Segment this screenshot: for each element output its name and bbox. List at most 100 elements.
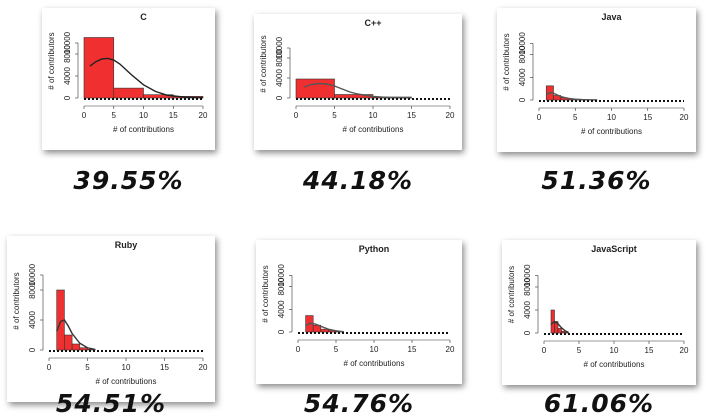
x-tick-label: 0: [47, 363, 52, 372]
density-curve: [305, 322, 344, 333]
chart-panel: JavaScript # of contributions # of contrib…: [502, 240, 696, 385]
x-tick-label: 5: [334, 345, 339, 354]
y-axis-label: # of contributors: [259, 35, 268, 92]
y-tick-label: 4000: [63, 67, 72, 85]
chart-title: JavaScript: [591, 244, 637, 254]
x-tick-label: 10: [122, 363, 131, 372]
x-tick-label: 5: [112, 111, 117, 120]
percentage: 61.06%: [543, 389, 655, 418]
y-tick-label: 4000: [28, 311, 37, 329]
x-tick-label: 10: [370, 345, 379, 354]
percentage: 39.55%: [73, 166, 184, 195]
chart-panel: Java # of contributions # of contributors 0…: [497, 8, 696, 152]
x-tick-label: 20: [680, 346, 689, 355]
y-tick-label: 8000: [518, 45, 527, 63]
bar: [64, 334, 73, 351]
y-tick-label: 4000: [523, 301, 532, 319]
y-tick-label: 10000: [28, 263, 37, 286]
y-tick-label: 8000: [275, 49, 284, 67]
x-tick-label: 20: [446, 111, 455, 120]
x-tick-label: 10: [139, 111, 148, 120]
x-tick-label: 15: [645, 346, 654, 355]
bar: [71, 343, 81, 351]
y-tick-label: 10000: [63, 31, 72, 54]
chart-title: Python: [359, 244, 390, 254]
chart-title: Java: [601, 12, 622, 22]
x-tick-label: 15: [643, 113, 652, 122]
x-tick-label: 10: [607, 113, 616, 122]
percentage: 54.51%: [55, 389, 167, 418]
y-tick-label: 0: [63, 95, 72, 100]
chart-title: C: [140, 12, 147, 22]
density-curve: [550, 320, 569, 334]
y-tick-label: 4000: [518, 68, 527, 86]
x-tick-label: 15: [160, 363, 169, 372]
x-tick-label: 15: [408, 345, 417, 354]
y-tick-label: 8000: [63, 45, 72, 63]
x-tick-label: 20: [199, 363, 208, 372]
bar: [564, 332, 569, 334]
x-tick-label: 20: [680, 113, 689, 122]
bar: [561, 330, 566, 334]
y-tick-label: 4000: [277, 300, 286, 318]
y-axis-label: # of contributors: [12, 272, 21, 329]
x-axis-label: # of contributions: [113, 125, 174, 134]
x-tick-label: 0: [542, 346, 547, 355]
chart-panel: Python # of contributions # of contributor…: [256, 240, 462, 384]
y-tick-label: 8000: [277, 277, 286, 295]
bar: [113, 87, 144, 99]
percentage: 44.18%: [302, 166, 414, 195]
y-axis-label: # of contributors: [507, 266, 516, 323]
y-tick-label: 10000: [518, 32, 527, 55]
bar: [79, 347, 88, 351]
x-tick-label: 15: [407, 111, 416, 120]
x-tick-label: 15: [169, 111, 178, 120]
chart-title: Ruby: [115, 240, 138, 250]
bar: [295, 78, 335, 99]
y-tick-label: 4000: [275, 69, 284, 87]
x-tick-label: 0: [296, 345, 301, 354]
x-axis-label: # of contributions: [581, 127, 642, 136]
x-tick-label: 0: [82, 111, 87, 120]
chart-panel: C++ # of contributions # of contributors 0 5…: [254, 14, 462, 150]
x-tick-label: 5: [573, 113, 578, 122]
x-tick-label: 0: [294, 111, 299, 120]
bar: [320, 328, 329, 333]
y-axis-label: # of contributors: [502, 33, 511, 90]
y-axis-label: # of contributors: [47, 32, 56, 89]
y-tick-label: 8000: [523, 278, 532, 296]
x-axis-label: # of contributions: [584, 360, 645, 369]
x-tick-label: 10: [369, 111, 378, 120]
percentage: 54.76%: [303, 389, 415, 418]
density-curve: [303, 82, 412, 99]
density-curve: [56, 319, 96, 351]
y-tick-label: 10000: [275, 36, 284, 59]
x-tick-label: 20: [446, 345, 455, 354]
percentage: 51.36%: [541, 166, 652, 195]
chart-panel: C # of contributions # of contributors 0 5 10…: [42, 8, 215, 150]
density-curve: [89, 57, 204, 99]
y-tick-label: 10000: [277, 264, 286, 287]
x-tick-label: 20: [199, 111, 208, 120]
x-axis-label: # of contributions: [343, 125, 404, 134]
x-tick-label: 5: [577, 346, 582, 355]
chart-title: C++: [364, 18, 381, 28]
y-tick-label: 0: [523, 330, 532, 335]
y-tick-label: 8000: [28, 281, 37, 299]
y-tick-label: 10000: [523, 264, 532, 287]
x-axis-label: # of contributions: [96, 377, 157, 386]
y-tick-label: 0: [28, 347, 37, 352]
density-curve: [545, 91, 598, 101]
chart-panel: Ruby # of contributions # of contributors 0…: [7, 236, 215, 402]
y-tick-label: 0: [275, 95, 284, 100]
x-tick-label: 0: [537, 113, 542, 122]
x-tick-label: 10: [610, 346, 619, 355]
bar: [83, 37, 115, 99]
x-tick-label: 5: [85, 363, 90, 372]
x-tick-label: 5: [332, 111, 337, 120]
x-axis-label: # of contributions: [344, 359, 405, 368]
y-axis-label: # of contributors: [261, 265, 270, 322]
y-tick-label: 0: [277, 329, 286, 334]
y-tick-label: 0: [518, 97, 527, 102]
